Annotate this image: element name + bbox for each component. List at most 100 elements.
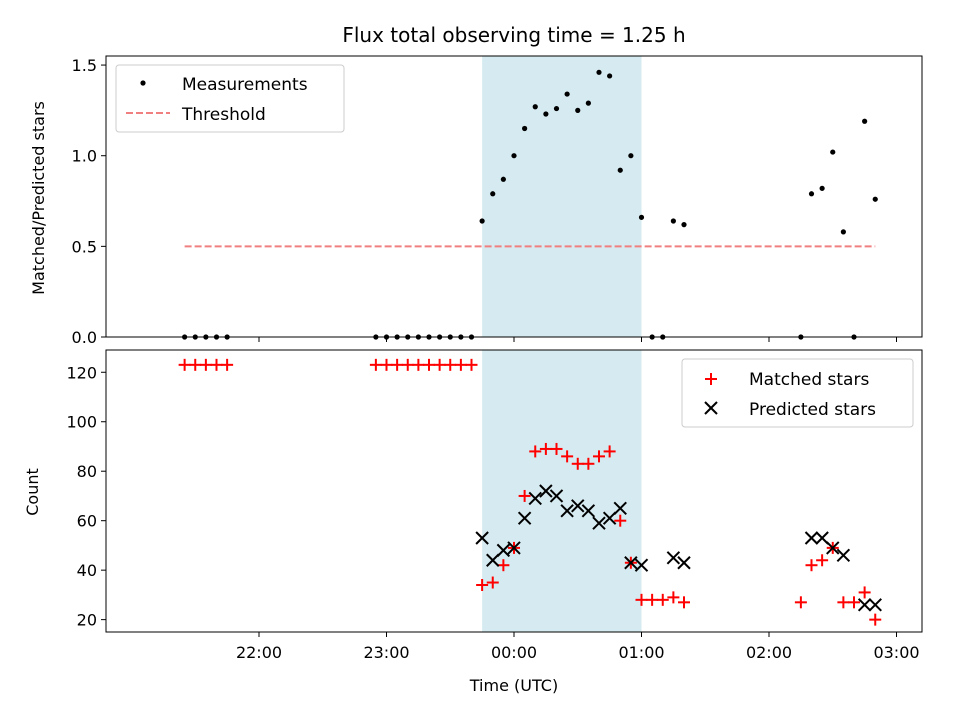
predicted-stars-point [868, 598, 882, 612]
predicted-stars-point [677, 556, 691, 570]
count-legend: Matched stars Predicted stars [681, 358, 914, 428]
predicted-stars-point [826, 541, 840, 555]
y-tick-label: 80 [77, 462, 97, 481]
measurement-point [564, 91, 570, 97]
matched-stars-point [837, 596, 850, 609]
predicted-stars-point [517, 511, 532, 525]
ratio-panel: 0.0 0.5 1.0 1.5 Matched/Predicted stars Mea… [29, 55, 923, 347]
matched-stars-point [454, 358, 467, 371]
x-tick-label: 03:00 [873, 643, 919, 662]
measurement-point [511, 153, 517, 159]
y-tick-label: 0.0 [72, 328, 97, 347]
highlight-span-top [482, 56, 642, 337]
matched-stars-point [433, 358, 446, 371]
ratio-y-axis-label: Matched/Predicted stars [29, 101, 48, 295]
matched-stars-point [571, 457, 584, 470]
matched-stars-point [635, 593, 648, 606]
y-tick-label: 1.5 [72, 56, 97, 75]
matched-stars-point [444, 358, 457, 371]
matched-stars-point [380, 358, 393, 371]
matched-stars-point [412, 358, 425, 371]
y-tick-label: 60 [77, 512, 97, 531]
matched-stars-point [391, 358, 404, 371]
matched-stars-point [476, 579, 489, 591]
x-tick-label: 00:00 [491, 643, 537, 662]
measurement-point [617, 167, 623, 173]
matched-stars-point [593, 450, 605, 463]
count-y-axis-label: Count [23, 468, 42, 516]
predicted-stars-point [496, 543, 511, 558]
predicted-stars-point [528, 491, 542, 506]
x-tick-label: 23:00 [363, 643, 409, 662]
matched-stars-point [858, 586, 871, 599]
matched-stars-point [221, 358, 234, 371]
matched-stars-point [423, 358, 435, 371]
x-tick-label: 01:00 [618, 643, 664, 662]
matched-stars-point [401, 358, 414, 371]
measurement-point [585, 100, 591, 106]
x-axis-label: Time (UTC) [469, 676, 558, 695]
predicted-stars-point [571, 499, 585, 513]
matched-stars-point [465, 358, 478, 371]
legend-measurements-marker [140, 80, 146, 86]
chart-title: Flux total observing time = 1.25 h [342, 23, 685, 47]
matched-stars-point [667, 591, 680, 604]
legend-predicted-marker [704, 401, 718, 415]
predicted-stars-point [634, 558, 649, 572]
matched-stars-point [678, 596, 690, 609]
legend-matched-marker [705, 373, 717, 385]
matched-stars-point [486, 576, 499, 589]
measurement-point [522, 125, 528, 132]
measurement-point [638, 214, 645, 220]
measurement-point [500, 176, 506, 182]
y-tick-label: 20 [77, 611, 97, 630]
matched-stars-point [614, 514, 627, 527]
predicted-stars-point [560, 504, 574, 518]
measurement-point [575, 107, 581, 113]
predicted-stars-point [836, 548, 851, 563]
predicted-stars-point [624, 556, 638, 570]
matched-stars-point [816, 554, 829, 567]
matched-stars-point [794, 596, 807, 609]
predicted-stars-point [815, 531, 829, 545]
matched-stars-point [656, 593, 669, 606]
measurement-point [543, 111, 549, 117]
measurement-point [479, 218, 485, 224]
matched-stars-point [539, 442, 552, 455]
predicted-stars-point [602, 511, 617, 525]
measurement-point [840, 229, 846, 235]
y-tick-label: 1.0 [72, 147, 97, 166]
matched-stars-point [210, 358, 223, 371]
predicted-stars-point [507, 541, 521, 555]
matched-stars-point [561, 450, 574, 463]
measurement-point [819, 185, 825, 191]
matched-stars-point [646, 593, 659, 606]
matched-stars-point [518, 489, 531, 502]
legend-measurements-label: Measurements [182, 75, 308, 95]
matched-stars-point [603, 445, 616, 458]
y-tick-label: 100 [66, 413, 97, 432]
measurement-point [532, 104, 538, 110]
y-tick-label: 40 [77, 561, 97, 580]
legend-matched-label: Matched stars [749, 370, 869, 390]
x-tick-label: 22:00 [236, 643, 282, 662]
predicted-stars-point [549, 489, 564, 503]
predicted-stars-point [592, 516, 606, 530]
predicted-stars-point [581, 504, 596, 518]
x-tick-label: 02:00 [746, 643, 792, 662]
matched-stars-point [848, 596, 860, 609]
predicted-stars-point [666, 551, 681, 565]
measurement-point [607, 73, 613, 79]
ratio-legend: Measurements Threshold [115, 64, 345, 133]
legend-predicted-label: Predicted stars [749, 400, 876, 420]
predicted-stars-point [613, 501, 627, 516]
measurement-point [553, 105, 560, 112]
matched-stars-point [189, 358, 202, 371]
matched-stars-point [369, 358, 382, 371]
measurement-point [862, 118, 868, 124]
matched-stars-point [497, 559, 510, 572]
matched-stars-point [550, 442, 563, 455]
legend-threshold-label: Threshold [181, 105, 266, 125]
matched-stars-point [178, 358, 191, 371]
